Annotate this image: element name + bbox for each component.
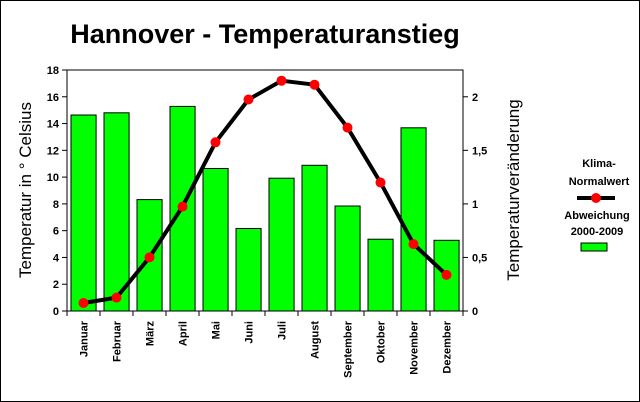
left-tick-label: 10 <box>47 172 59 184</box>
bar-juni <box>235 228 262 312</box>
legend-line-label-1: Klima- <box>582 158 616 170</box>
bar-mai <box>202 168 229 312</box>
legend-line-label-2: Normalwert <box>569 176 630 188</box>
x-tick-label: April <box>178 321 190 346</box>
left-tick-label: 6 <box>53 226 59 238</box>
left-tick-label: 0 <box>53 306 59 318</box>
left-tick-label: 12 <box>47 145 59 157</box>
category-labels: Januar Februar März April Mai Juni Juli August S… <box>66 311 464 378</box>
right-tick-label: 0 <box>472 306 478 318</box>
legend: Klima- Normalwert Abweichung 2000-2009 <box>564 158 630 252</box>
left-tick-label: 14 <box>47 119 60 131</box>
line-point-mai <box>210 137 221 148</box>
x-tick-label: März <box>145 321 157 347</box>
bar-november <box>400 127 427 312</box>
line-point-september <box>342 122 353 133</box>
bar-oktober <box>367 238 394 312</box>
line-point-januar <box>78 298 89 308</box>
right-tick-label: 1 <box>472 199 478 211</box>
legend-bar-label-2: 2000-2009 <box>571 226 624 238</box>
x-tick-label: Januar <box>79 320 91 357</box>
y2-axis-title: Temperaturveränderung <box>504 99 523 280</box>
right-tick-label: 0,5 <box>472 252 487 264</box>
line-point-oktober <box>375 177 386 188</box>
left-tick-label: 18 <box>47 65 59 77</box>
line-point-april <box>177 201 188 212</box>
right-tick-label: 1,5 <box>472 145 487 157</box>
climate-normal-line <box>83 78 448 305</box>
bar-februar <box>103 112 130 312</box>
right-tick-label: 2 <box>472 92 478 104</box>
left-tick-label: 16 <box>47 92 59 104</box>
x-tick-label: Februar <box>112 320 124 362</box>
left-tick-label: 4 <box>53 252 60 264</box>
line-point-november <box>408 239 419 250</box>
x-tick-label: August <box>310 321 322 359</box>
x-tick-label: Mai <box>211 321 223 339</box>
left-tick-label: 2 <box>53 279 59 291</box>
bar-januar <box>70 114 97 312</box>
x-tick-label: Oktober <box>376 320 388 363</box>
bar-juli <box>268 177 295 312</box>
left-axis-ticks: 0 2 4 6 8 10 12 14 16 18 <box>47 65 67 318</box>
x-tick-label: Juni <box>244 321 256 344</box>
line-point-märz <box>144 252 155 263</box>
right-axis-ticks: 0 0,5 1 1,5 2 <box>463 92 487 318</box>
legend-bar-label-1: Abweichung <box>564 210 629 222</box>
x-tick-label: Dezember <box>442 320 454 373</box>
line-point-februar <box>111 292 122 303</box>
line-point-dezember <box>441 269 452 280</box>
line-point-juli <box>276 75 287 86</box>
bar-august <box>301 164 328 312</box>
legend-line-marker <box>591 193 601 203</box>
x-tick-label: September <box>343 320 355 378</box>
y-axis-title: Temperatur in ° Celsius <box>16 102 35 278</box>
line-point-august <box>309 79 320 90</box>
x-tick-label: November <box>409 320 421 375</box>
chart-title: Hannover - Temperaturanstieg <box>70 19 460 49</box>
x-tick-label: Juli <box>277 321 289 340</box>
legend-bar-swatch <box>580 242 608 252</box>
line-point-juni <box>243 94 254 105</box>
left-tick-label: 8 <box>53 199 59 211</box>
bar-september <box>334 205 361 312</box>
line-series <box>78 75 452 308</box>
plot-area <box>66 69 464 312</box>
bar-series <box>70 105 460 312</box>
